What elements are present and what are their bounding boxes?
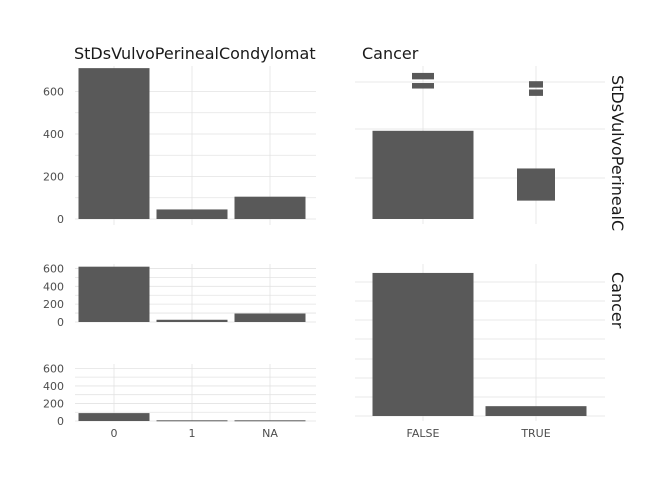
ytick-tl: 600 — [43, 86, 64, 99]
box-tr-TRUE-2 — [529, 81, 543, 88]
xtick-right: FALSE — [407, 427, 440, 440]
panel-title-cancer: Cancer — [362, 44, 419, 63]
panel-title-stds: StDsVulvoPerinealCondylomat — [74, 44, 316, 63]
ytick-bl: 600 — [43, 262, 64, 275]
bar-bl-TRUE-1 — [156, 420, 228, 422]
box-tr-FALSE-1 — [412, 83, 434, 89]
bar-bl-FALSE-NA — [234, 313, 306, 322]
box-tr-TRUE-0 — [517, 168, 555, 201]
bar-tl-NA — [234, 196, 306, 219]
ytick-tl: 0 — [57, 213, 64, 226]
row-strip-cancer: Cancer — [608, 272, 627, 329]
ytick-tl: 200 — [43, 171, 64, 184]
xtick-left: 1 — [189, 427, 196, 440]
bar-br-FALSE — [372, 272, 474, 416]
xtick-left: NA — [262, 427, 278, 440]
bar-bl-TRUE-0 — [78, 413, 150, 421]
xtick-right: TRUE — [520, 427, 550, 440]
bar-bl-FALSE-0 — [78, 266, 150, 322]
ytick-tl: 400 — [43, 128, 64, 141]
xtick-left: 0 — [111, 427, 118, 440]
ytick-bl: 200 — [43, 397, 64, 410]
ytick-bl: 400 — [43, 280, 64, 293]
bar-tl-1 — [156, 209, 228, 219]
ytick-bl: 0 — [57, 415, 64, 428]
bar-bl-FALSE-1 — [156, 319, 228, 322]
ytick-bl: 0 — [57, 316, 64, 329]
bar-bl-TRUE-NA — [234, 420, 306, 422]
ytick-bl: 200 — [43, 298, 64, 311]
ytick-bl: 400 — [43, 380, 64, 393]
bar-tl-0 — [78, 68, 150, 219]
box-tr-FALSE-2 — [412, 72, 434, 80]
ytick-bl: 600 — [43, 362, 64, 375]
row-strip-stds: StDsVulvoPerinealC — [608, 75, 627, 231]
bar-br-TRUE — [485, 406, 587, 416]
box-tr-TRUE-1 — [529, 89, 543, 96]
box-tr-FALSE-0 — [372, 130, 474, 219]
